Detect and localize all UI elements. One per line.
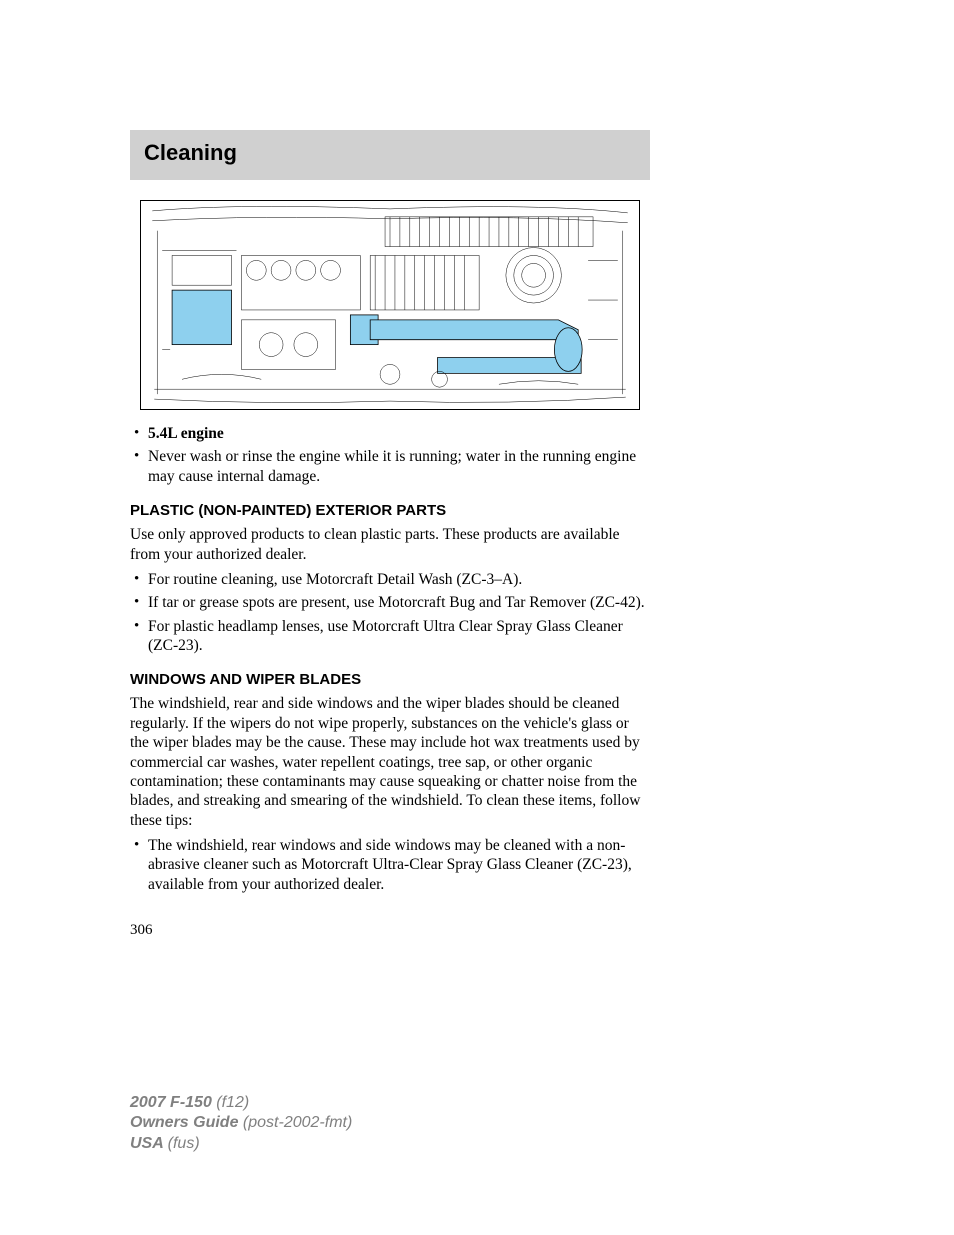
footer-region: USA xyxy=(130,1135,168,1152)
footer-fmt: (post-2002-fmt) xyxy=(243,1114,352,1131)
section-header-band: Cleaning xyxy=(130,130,650,180)
list-item: If tar or grease spots are present, use … xyxy=(130,593,650,612)
section-heading-windows: WINDOWS AND WIPER BLADES xyxy=(130,671,824,688)
bullet-bold: 5.4L engine xyxy=(148,425,224,442)
engine-svg xyxy=(141,201,639,409)
footer-fus: (fus) xyxy=(168,1135,200,1152)
section-heading-plastic: PLASTIC (NON-PAINTED) EXTERIOR PARTS xyxy=(130,502,824,519)
page-number: 306 xyxy=(130,922,824,939)
bullet-list-engine: 5.4L engine Never wash or rinse the engi… xyxy=(130,424,650,486)
bullet-list-plastic: For routine cleaning, use Motorcraft Det… xyxy=(130,570,650,656)
engine-diagram xyxy=(140,200,640,410)
list-item: Never wash or rinse the engine while it … xyxy=(130,447,650,486)
footer-line-2: Owners Guide (post-2002-fmt) xyxy=(130,1113,352,1134)
bullet-text: For plastic headlamp lenses, use Motorcr… xyxy=(148,618,623,654)
footer-code: (f12) xyxy=(216,1094,249,1111)
bullet-text: If tar or grease spots are present, use … xyxy=(148,594,645,611)
bullet-list-windows: The windshield, rear windows and side wi… xyxy=(130,836,650,894)
section-title: Cleaning xyxy=(144,140,636,166)
footer-guide: Owners Guide xyxy=(130,1114,243,1131)
bullet-text: The windshield, rear windows and side wi… xyxy=(148,837,632,893)
document-footer: 2007 F-150 (f12) Owners Guide (post-2002… xyxy=(130,1093,352,1155)
paragraph: The windshield, rear and side windows an… xyxy=(130,694,650,830)
footer-line-1: 2007 F-150 (f12) xyxy=(130,1093,352,1114)
list-item: For plastic headlamp lenses, use Motorcr… xyxy=(130,617,650,656)
footer-model: 2007 F-150 xyxy=(130,1094,216,1111)
list-item: For routine cleaning, use Motorcraft Det… xyxy=(130,570,650,589)
list-item: 5.4L engine xyxy=(130,424,650,443)
document-page: Cleaning xyxy=(0,0,954,939)
bullet-text: Never wash or rinse the engine while it … xyxy=(148,448,636,484)
bullet-text: For routine cleaning, use Motorcraft Det… xyxy=(148,571,522,588)
paragraph: Use only approved products to clean plas… xyxy=(130,525,650,564)
list-item: The windshield, rear windows and side wi… xyxy=(130,836,650,894)
footer-line-3: USA (fus) xyxy=(130,1134,352,1155)
